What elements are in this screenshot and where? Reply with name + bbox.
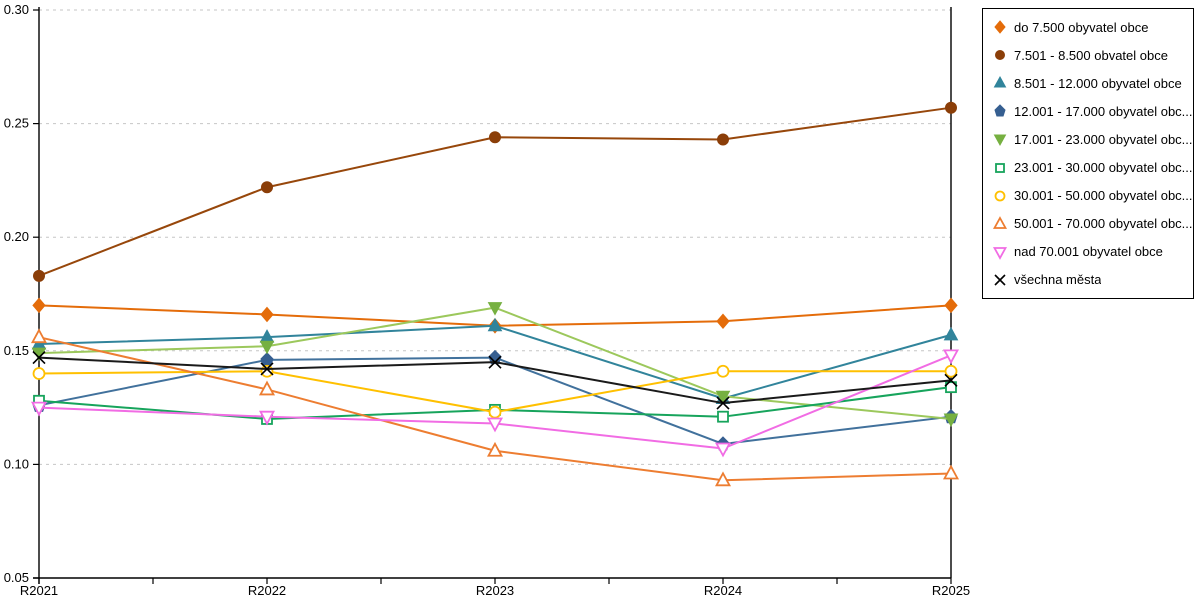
data-point-marker bbox=[992, 246, 1008, 260]
data-point-marker bbox=[994, 104, 1006, 117]
x-tick-label: R2021 bbox=[20, 583, 58, 598]
data-point-marker bbox=[258, 410, 276, 426]
data-point-marker bbox=[714, 471, 732, 487]
legend-item-label: do 7.500 obyvatel obce bbox=[1014, 19, 1149, 35]
y-tick-label: 0.20 bbox=[4, 229, 29, 244]
legend-marker-triangle-up-icon bbox=[993, 76, 1007, 88]
data-point-marker bbox=[944, 297, 958, 314]
legend-item-label: 50.001 - 70.000 obyvatel obc... bbox=[1014, 216, 1193, 232]
legend-item-label: všechna města bbox=[1014, 272, 1102, 288]
series-10 bbox=[32, 351, 958, 410]
legend-marker-circle-icon bbox=[994, 190, 1006, 202]
data-point-marker bbox=[260, 364, 274, 378]
data-point-marker bbox=[994, 190, 1006, 202]
data-point-marker bbox=[945, 381, 957, 394]
data-point-marker bbox=[945, 101, 957, 114]
data-point-marker bbox=[995, 162, 1005, 173]
data-point-marker bbox=[943, 413, 959, 428]
legend-marker-triangle-down-icon bbox=[992, 246, 1008, 260]
data-point-marker bbox=[258, 380, 276, 396]
legend-item: 17.001 - 23.000 obyvatel obc... bbox=[991, 126, 1193, 152]
legend-item-label: 7.501 - 8.500 obvatel obce bbox=[1014, 47, 1168, 63]
legend-item-label: 23.001 - 30.000 obyvatel obc... bbox=[1014, 160, 1193, 176]
data-point-marker bbox=[260, 306, 274, 323]
data-point-marker bbox=[261, 181, 273, 194]
data-point-marker bbox=[259, 340, 275, 355]
data-point-marker bbox=[717, 410, 729, 423]
y-tick-label: 0.10 bbox=[4, 456, 29, 471]
data-point-marker bbox=[488, 349, 502, 365]
x-tick-label: R2023 bbox=[476, 583, 514, 598]
data-point-marker bbox=[488, 355, 502, 369]
data-point-marker bbox=[993, 76, 1007, 88]
legend-item: 7.501 - 8.500 obvatel obce bbox=[991, 42, 1193, 68]
legend-item-label: nad 70.001 obyvatel obce bbox=[1014, 244, 1163, 260]
series-4 bbox=[32, 349, 958, 451]
data-point-marker bbox=[995, 50, 1005, 61]
legend-item: do 7.500 obyvatel obce bbox=[991, 14, 1193, 40]
legend-marker-triangle-down-icon bbox=[993, 134, 1007, 147]
data-point-marker bbox=[32, 297, 46, 314]
y-tick-label: 0.25 bbox=[4, 116, 29, 131]
legend-marker-diamond-icon bbox=[994, 20, 1006, 34]
data-point-marker bbox=[30, 401, 48, 417]
data-point-marker bbox=[487, 317, 503, 332]
legend-item: 23.001 - 30.000 obyvatel obc... bbox=[991, 155, 1193, 181]
data-point-marker bbox=[717, 133, 729, 146]
data-point-marker bbox=[943, 326, 959, 341]
y-tick-label: 0.30 bbox=[4, 2, 29, 17]
x-tick-label: R2025 bbox=[932, 583, 970, 598]
legend-item: 12.001 - 17.000 obyvatel obc... bbox=[991, 98, 1193, 124]
legend-marker-pentagon-icon bbox=[994, 104, 1006, 117]
y-tick-label: 0.05 bbox=[4, 570, 29, 585]
data-point-marker bbox=[944, 373, 958, 387]
data-point-marker bbox=[992, 215, 1008, 229]
legend-marker-circle-icon bbox=[995, 50, 1005, 61]
data-point-marker bbox=[489, 131, 501, 144]
y-tick-label: 0.15 bbox=[4, 343, 29, 358]
legend-item-label: 30.001 - 50.000 obyvatel obc... bbox=[1014, 188, 1193, 204]
legend-item-label: 17.001 - 23.000 obyvatel obc... bbox=[1014, 131, 1193, 147]
data-point-marker bbox=[33, 269, 45, 282]
x-tick-label: R2022 bbox=[248, 583, 286, 598]
data-point-marker bbox=[486, 441, 504, 457]
series-2 bbox=[33, 101, 957, 282]
series-line bbox=[38, 356, 952, 405]
data-point-marker bbox=[993, 134, 1007, 147]
data-point-marker bbox=[994, 274, 1006, 286]
data-point-marker bbox=[716, 364, 730, 378]
series-8 bbox=[30, 328, 960, 487]
data-point-marker bbox=[32, 351, 46, 365]
legend-item: 30.001 - 50.000 obyvatel obc... bbox=[991, 183, 1193, 209]
data-point-marker bbox=[488, 405, 502, 419]
data-point-marker bbox=[487, 302, 503, 316]
data-point-marker bbox=[260, 362, 274, 376]
data-point-marker bbox=[715, 390, 731, 405]
legend-item-label: 8.501 - 12.000 obyvatel obce bbox=[1014, 75, 1182, 91]
legend-marker-x-icon bbox=[994, 274, 1006, 286]
legend-item: všechna města bbox=[991, 267, 1193, 293]
legend-item: nad 70.001 obyvatel obce bbox=[991, 239, 1193, 265]
data-point-marker bbox=[714, 442, 732, 458]
legend-item: 50.001 - 70.000 obyvatel obc... bbox=[991, 211, 1193, 237]
data-point-marker bbox=[942, 464, 960, 480]
series-5 bbox=[31, 302, 959, 428]
x-tick-label: R2024 bbox=[704, 583, 742, 598]
series-9 bbox=[30, 349, 960, 458]
legend-item: 8.501 - 12.000 obyvatel obce bbox=[991, 70, 1193, 96]
legend-marker-square-icon bbox=[995, 162, 1005, 173]
data-point-marker bbox=[716, 396, 730, 410]
data-point-marker bbox=[486, 417, 504, 433]
data-point-marker bbox=[30, 328, 48, 344]
legend-marker-triangle-up-icon bbox=[992, 215, 1008, 229]
data-point-marker bbox=[942, 349, 960, 365]
data-point-marker bbox=[944, 364, 958, 378]
data-point-marker bbox=[32, 367, 46, 380]
legend-item-label: 12.001 - 17.000 obyvatel obc... bbox=[1014, 103, 1193, 119]
data-point-marker bbox=[994, 20, 1006, 34]
chart-legend: do 7.500 obyvatel obce 7.501 - 8.500 obva… bbox=[982, 8, 1194, 299]
data-point-marker bbox=[716, 313, 730, 330]
